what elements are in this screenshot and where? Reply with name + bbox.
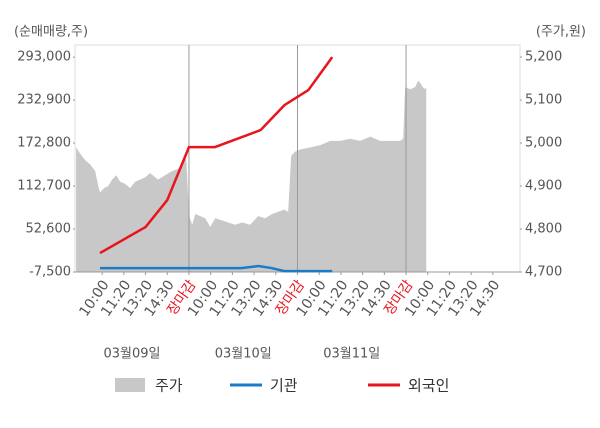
y-tick-label: 232,900 xyxy=(17,93,71,108)
legend: 주가 기관 외국인 xyxy=(115,377,449,395)
y2-tick-label: 5,100 xyxy=(525,93,562,108)
price-area xyxy=(76,80,427,272)
y2-tick-label: 5,200 xyxy=(525,50,562,65)
y2-tick-label: 4,700 xyxy=(525,265,562,280)
y-tick-label: 52,600 xyxy=(26,222,72,237)
y-tick-label: 293,000 xyxy=(17,50,71,65)
legend-label: 외국인 xyxy=(408,377,449,395)
y2-tick-label: 5,000 xyxy=(525,136,562,151)
date-label: 03월09일 xyxy=(103,347,160,362)
y-axis-label: (순매매량,주) xyxy=(14,25,88,40)
date-label: 03월10일 xyxy=(215,347,272,362)
legend-label: 기관 xyxy=(270,377,298,395)
series-line xyxy=(99,264,333,273)
legend-label: 주가 xyxy=(155,377,183,395)
y-tick-label: 112,700 xyxy=(17,179,71,194)
date-label: 03월11일 xyxy=(323,347,380,362)
series-line xyxy=(99,56,334,255)
y-tick-label: 172,800 xyxy=(17,136,71,151)
y2-axis-label: (주가,원) xyxy=(536,25,586,40)
y-tick-label: -7,500 xyxy=(29,265,71,280)
y2-tick-label: 4,800 xyxy=(525,222,562,237)
y2-tick-label: 4,900 xyxy=(525,179,562,194)
legend-swatch xyxy=(115,378,145,392)
